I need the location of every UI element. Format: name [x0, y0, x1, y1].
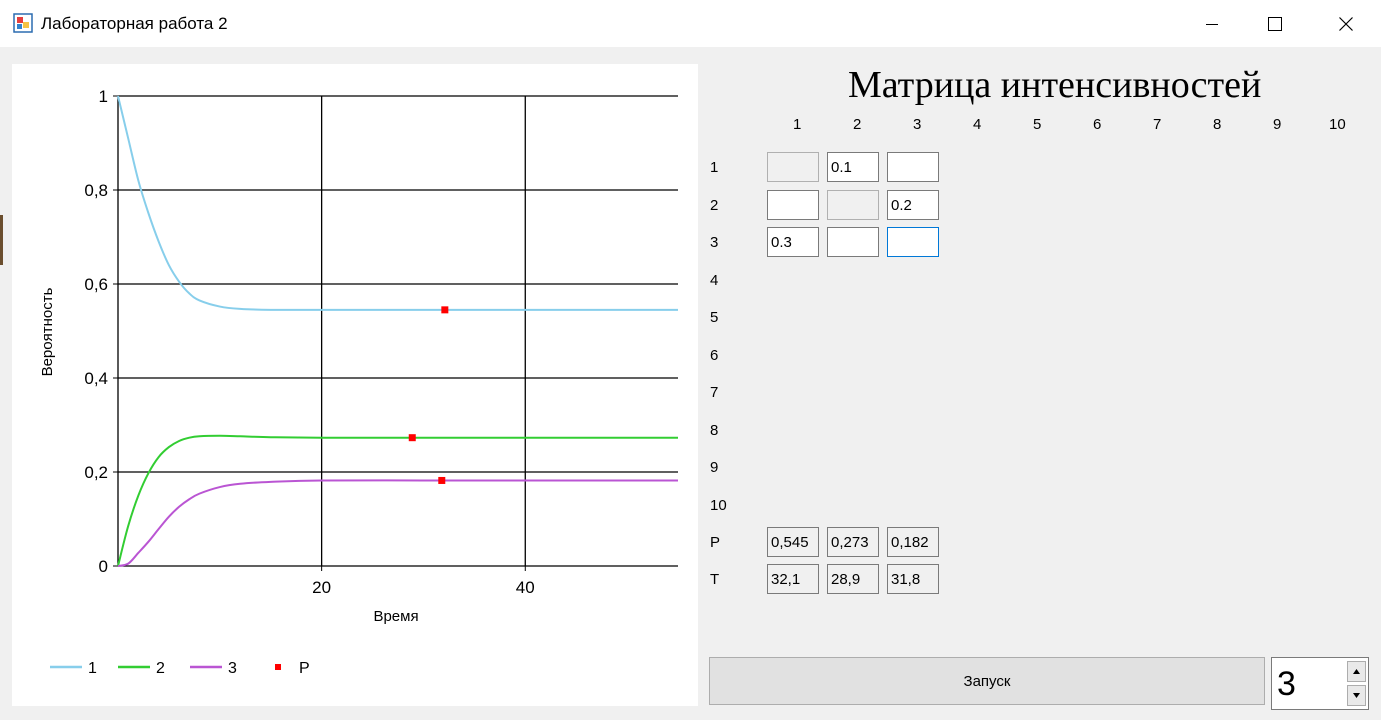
series-line-2 [117, 434, 678, 567]
p-value-1 [767, 527, 819, 557]
t-value-1 [767, 564, 819, 594]
legend-label: 3 [228, 660, 237, 677]
window-edge-marker [0, 215, 3, 265]
minimize-icon [1206, 23, 1218, 25]
matrix-cell-1-1[interactable] [767, 152, 819, 182]
app-icon [13, 13, 33, 33]
matrix-col-header: 6 [1093, 116, 1102, 133]
t-value-2 [827, 564, 879, 594]
matrix-row-header: 3 [710, 234, 719, 251]
matrix-col-header: 3 [913, 116, 922, 133]
x-axis-label: Время [373, 608, 418, 625]
spinner-up-button[interactable] [1347, 661, 1366, 682]
maximize-button[interactable] [1252, 0, 1298, 47]
matrix-cell-3-2[interactable] [827, 227, 879, 257]
legend-label: 2 [156, 660, 165, 677]
matrix-row-header: 1 [710, 159, 719, 176]
y-tick-label: 0,8 [84, 181, 108, 200]
matrix-col-header: 4 [973, 116, 982, 133]
matrix-col-header: 2 [853, 116, 862, 133]
matrix-cell-1-3[interactable] [887, 152, 939, 182]
matrix-cell-2-2[interactable] [827, 190, 879, 220]
p-row-label: P [710, 534, 721, 551]
arrow-up-icon [1353, 669, 1360, 674]
state-count-value[interactable]: 3 [1277, 665, 1296, 703]
t-value-3 [887, 564, 939, 594]
y-tick-label: 0,2 [84, 463, 108, 482]
legend-swatch [275, 664, 281, 670]
matrix-row-header: 10 [710, 497, 727, 514]
matrix-row-header: 8 [710, 422, 719, 439]
matrix-cell-2-1[interactable] [767, 190, 819, 220]
probability-chart: 0 0,2 0,4 0,6 0,8 1 20 40 Время Вероятность 1 2 3 P [12, 64, 698, 706]
p-marker [408, 434, 416, 442]
matrix-cell-3-1[interactable] [767, 227, 819, 257]
y-tick-label: 0,6 [84, 275, 108, 294]
matrix-cell-2-3[interactable] [887, 190, 939, 220]
legend-label: 1 [88, 660, 97, 677]
matrix-col-header: 9 [1273, 116, 1282, 133]
spinner-down-button[interactable] [1347, 685, 1366, 706]
matrix-title: Матрица интенсивностей [848, 64, 1262, 106]
maximize-icon [1268, 16, 1282, 31]
p-value-2 [827, 527, 879, 557]
matrix-row-header: 9 [710, 459, 719, 476]
y-axis-label: Вероятность [39, 287, 56, 376]
run-button[interactable]: Запуск [709, 657, 1265, 705]
x-tick-label: 40 [516, 578, 535, 597]
matrix-col-header: 8 [1213, 116, 1222, 133]
y-tick-label: 0,4 [84, 369, 108, 388]
x-tick-label: 20 [312, 578, 331, 597]
minimize-button[interactable] [1189, 0, 1235, 47]
chart-canvas: 0 0,2 0,4 0,6 0,8 1 20 40 Время Вероятность 1 2 3 P [39, 87, 678, 677]
matrix-row-header: 5 [710, 309, 719, 326]
arrow-down-icon [1353, 693, 1360, 698]
matrix-cell-1-2[interactable] [827, 152, 879, 182]
matrix-col-header: 7 [1153, 116, 1162, 133]
state-count-spinner[interactable]: 3 [1271, 657, 1369, 710]
window-title: Лабораторная работа 2 [41, 14, 228, 33]
p-marker [441, 306, 449, 314]
y-tick-label: 0 [99, 557, 108, 576]
legend-label: P [299, 660, 310, 677]
close-icon [1339, 16, 1353, 31]
t-row-label: T [710, 571, 720, 588]
matrix-row-header: 6 [710, 347, 719, 364]
title-bar: Лабораторная работа 2 [0, 0, 1381, 47]
p-value-3 [887, 527, 939, 557]
close-button[interactable] [1323, 0, 1369, 47]
matrix-col-header: 10 [1329, 116, 1346, 133]
p-marker [438, 476, 446, 484]
matrix-col-header: 1 [793, 116, 802, 133]
matrix-row-header: 7 [710, 384, 719, 401]
matrix-col-header: 5 [1033, 116, 1042, 133]
matrix-row-header: 2 [710, 197, 719, 214]
matrix-row-header: 4 [710, 272, 719, 289]
series-line-1 [117, 95, 678, 311]
y-tick-label: 1 [99, 87, 108, 106]
series-line-3 [117, 479, 678, 567]
matrix-cell-3-3[interactable] [887, 227, 939, 257]
